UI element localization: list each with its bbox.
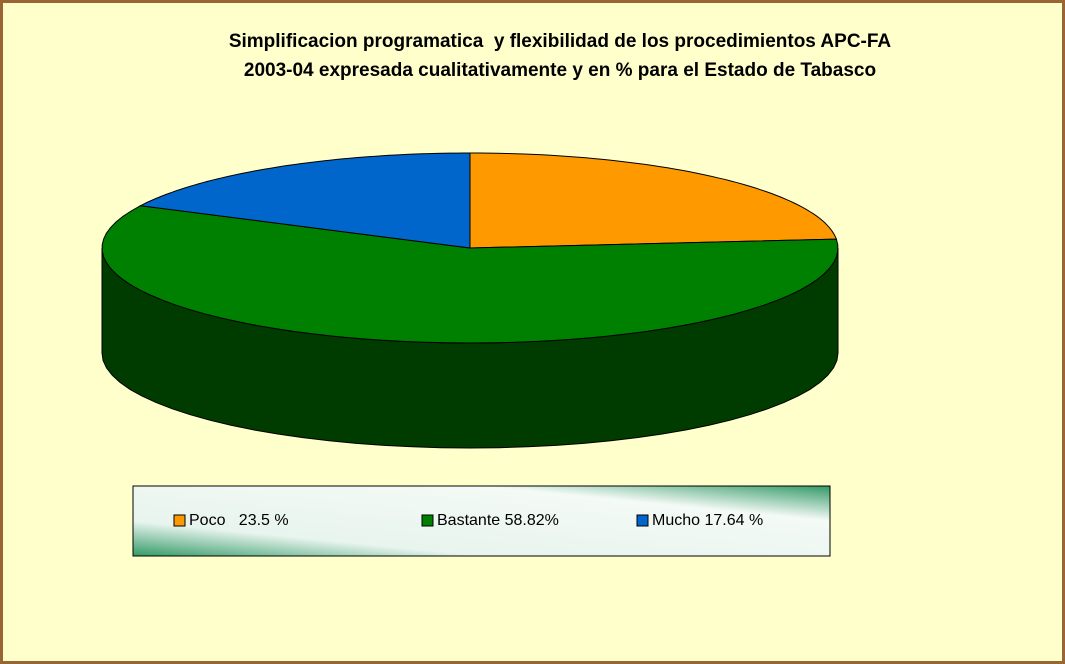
legend-box [132, 485, 831, 557]
pie [101, 152, 839, 449]
legend-swatch [421, 514, 434, 527]
slice [469, 152, 838, 249]
chart-title: 2003-04 expresada cualitativamente y en … [244, 60, 876, 81]
legend-label: Bastante 58.82% [437, 512, 559, 529]
chart-title: Simplificacion programatica y flexibilid… [229, 31, 892, 52]
legend-swatch [636, 514, 649, 527]
legend: Poco 23.5 % Bastante 58.82% Mucho 17.64 % [173, 512, 763, 529]
slice [138, 152, 471, 249]
legend-swatch [173, 514, 186, 527]
legend-label: Poco 23.5 % [189, 512, 289, 529]
slice [101, 205, 839, 344]
legend-label: Mucho 17.64 % [652, 512, 763, 529]
